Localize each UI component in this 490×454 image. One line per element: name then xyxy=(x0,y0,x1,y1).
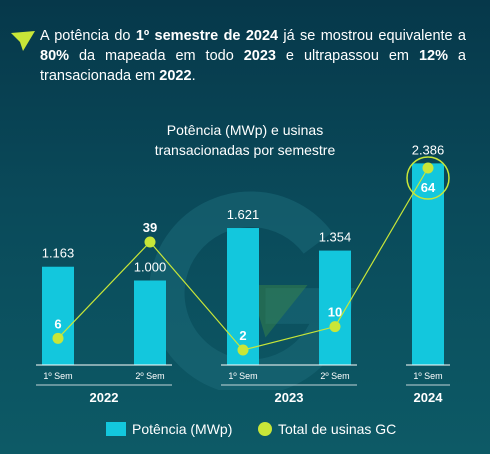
legend-line-dot xyxy=(258,422,272,436)
bar-value-label-1: 1.000 xyxy=(134,260,167,275)
bar-value-label-4: 2.386 xyxy=(412,142,445,157)
category-label-3: 2º Sem xyxy=(320,371,349,381)
usinas-value-label-4: 64 xyxy=(421,180,436,195)
legend-line-label: Total de usinas GC xyxy=(278,421,397,437)
legend-bar-swatch xyxy=(106,422,126,436)
legend-bar-label: Potência (MWp) xyxy=(132,421,233,437)
usinas-value-label-1: 39 xyxy=(143,220,157,235)
usinas-point-1 xyxy=(144,236,156,248)
intro-part-0: A potência do xyxy=(40,28,136,44)
chart-title-line-2: transacionadas por semestre xyxy=(154,142,336,158)
legend: Potência (MWp) Total de usinas GC xyxy=(0,421,490,443)
category-label-2: 1º Sem xyxy=(228,371,257,381)
legend-item-line: Total de usinas GC xyxy=(258,421,396,437)
usinas-value-label-2: 2 xyxy=(239,328,246,343)
category-label-4: 1º Sem xyxy=(413,371,442,381)
intro-part-2: já se mostrou equivalente a xyxy=(278,28,466,44)
usinas-point-3 xyxy=(329,321,341,333)
usinas-point-0 xyxy=(52,332,64,344)
chart-title: Potência (MWp) e usinas transacionadas p… xyxy=(0,120,490,160)
category-label-0: 1º Sem xyxy=(43,371,72,381)
intro-part-6: e ultrapassou em xyxy=(275,48,419,64)
intro-part-9: 2022 xyxy=(159,68,192,84)
category-label-1: 2º Sem xyxy=(135,371,164,381)
intro-text: A potência do 1º semestre de 2024 já se … xyxy=(40,26,466,86)
bar-value-label-0: 1.163 xyxy=(42,246,75,261)
intro-part-7: 12% xyxy=(418,48,448,64)
intro-part-5: 2023 xyxy=(243,48,276,64)
arrow-icon xyxy=(11,31,35,51)
intro-part-8: a transacionada em xyxy=(40,48,466,84)
bar-2 xyxy=(227,228,259,365)
year-label-1: 2023 xyxy=(275,390,304,405)
year-label-0: 2022 xyxy=(90,390,119,405)
bar-0 xyxy=(42,266,74,365)
intro-part-3: 80% xyxy=(40,48,70,64)
bar-4 xyxy=(412,163,444,365)
bar-value-label-2: 1.621 xyxy=(227,207,260,222)
intro-part-1: 1º semestre de 2024 xyxy=(135,28,279,44)
brand-watermark-icon xyxy=(150,191,355,390)
usinas-value-label-3: 10 xyxy=(328,305,342,320)
usinas-point-2 xyxy=(237,344,249,356)
intro-part-10: . xyxy=(191,68,196,84)
intro-part-4: da mapeada em todo xyxy=(69,48,244,64)
year-label-2: 2024 xyxy=(414,390,444,405)
legend-item-bar: Potência (MWp) xyxy=(106,421,232,437)
highlight-ring xyxy=(406,156,450,200)
bar-value-label-3: 1.354 xyxy=(319,230,352,245)
usinas-point-4 xyxy=(422,162,434,174)
usinas-value-label-0: 6 xyxy=(54,316,61,331)
chart-title-line-1: Potência (MWp) e usinas xyxy=(166,122,324,138)
bar-1 xyxy=(134,280,166,365)
